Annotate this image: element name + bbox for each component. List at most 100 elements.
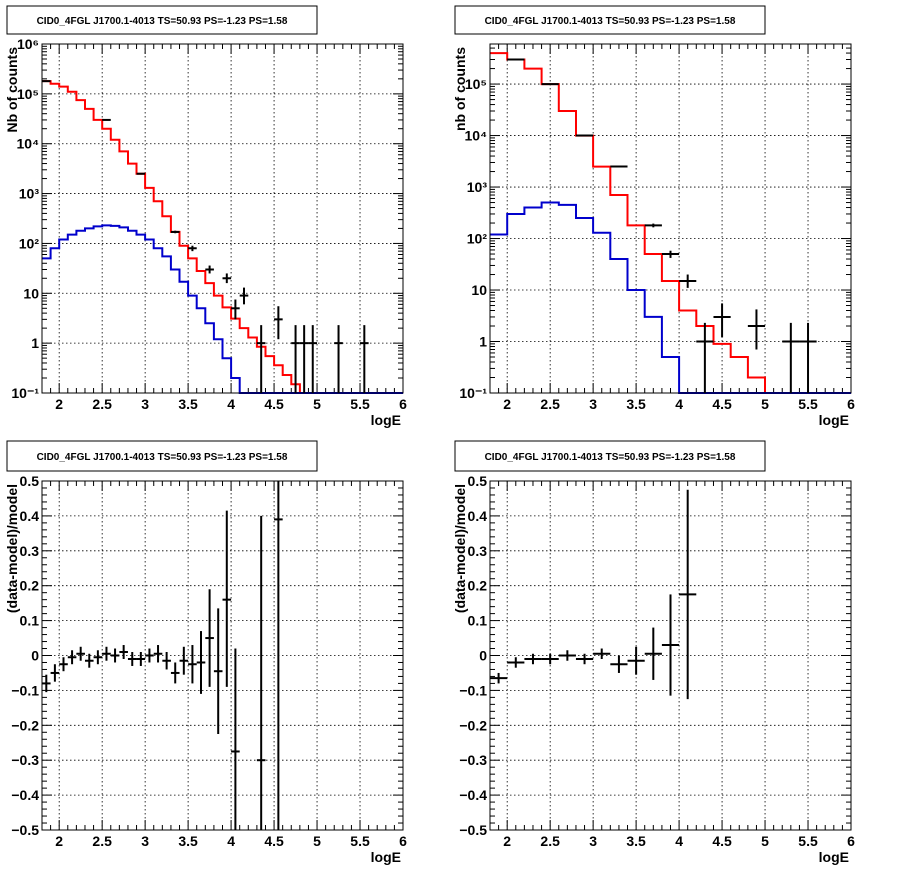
x-tick-label: 4.5 [264, 396, 284, 412]
y-tick-label: 10⁵ [17, 86, 39, 102]
x-tick-label: 3.5 [626, 396, 646, 412]
x-tick-label: 6 [847, 396, 855, 412]
x-tick-label: 3 [141, 396, 149, 412]
data-point [644, 627, 662, 680]
x-tick-label: 5.5 [798, 833, 818, 849]
y-tick-label: −0.1 [459, 682, 487, 698]
data-point [558, 650, 576, 661]
data-point [308, 325, 318, 393]
y-tick-label: 0.3 [20, 543, 40, 559]
y-tick-label: 0.2 [468, 578, 488, 594]
x-tick-label: 4 [675, 833, 683, 849]
data-point [222, 273, 232, 284]
y-tick-label: 0.4 [468, 508, 488, 524]
x-tick-label: 3.5 [178, 833, 198, 849]
x-tick-label: 2.5 [540, 833, 560, 849]
data-point [661, 594, 680, 696]
data-point [93, 650, 103, 665]
title-box [454, 440, 766, 472]
x-axis-title: logE [819, 849, 849, 865]
chart-title: CID0_4FGL J1700.1-4013 TS=50.93 PS=-1.23… [485, 452, 736, 463]
data-point [679, 274, 697, 288]
y-tick-label: 1 [479, 334, 487, 350]
data-point [299, 325, 309, 393]
y-axis-title: (data-model)/model [452, 484, 468, 613]
data-point [76, 646, 85, 661]
y-tick-label: −0.4 [11, 787, 39, 803]
data-point [205, 265, 214, 274]
y-tick-label: −0.3 [11, 752, 39, 768]
chart-title: CID0_4FGL J1700.1-4013 TS=50.93 PS=-1.23… [37, 16, 288, 27]
y-tick-label: 10⁴ [17, 136, 40, 152]
y-tick-label: 10⁴ [465, 128, 488, 144]
x-tick-label: 5 [761, 833, 769, 849]
x-tick-label: 5 [313, 396, 321, 412]
y-tick-label: 10³ [467, 179, 488, 195]
data-point [84, 653, 94, 668]
chart-panel-1: CID0_4FGL J1700.1-4013 TS=50.93 PS=-1.23… [4, 5, 407, 428]
data-point [179, 646, 189, 675]
plot-frame [41, 43, 404, 394]
y-axis-title: nb of counts [452, 47, 468, 131]
title-box [454, 5, 766, 35]
series-line-2 [42, 224, 403, 394]
data-point [231, 648, 240, 830]
data-point [213, 608, 223, 735]
y-tick-label: 10² [467, 231, 488, 247]
x-tick-label: 3.5 [626, 833, 646, 849]
y-tick-label: −0.2 [459, 717, 487, 733]
data-point [222, 510, 232, 687]
data-point [661, 250, 680, 258]
x-tick-label: 5 [761, 396, 769, 412]
x-tick-label: 2 [55, 833, 63, 849]
y-tick-label: 10⁵ [465, 76, 487, 92]
data-point [231, 299, 240, 320]
title-box [6, 5, 318, 35]
title-box [6, 440, 318, 472]
x-tick-label: 5.5 [350, 833, 370, 849]
data-point [110, 648, 120, 663]
x-tick-label: 3 [141, 833, 149, 849]
data-point [747, 309, 766, 350]
data-point [136, 652, 146, 666]
x-axis-title: logE [371, 412, 401, 428]
chart-title: CID0_4FGL J1700.1-4013 TS=50.93 PS=-1.23… [485, 16, 736, 27]
data-point [170, 662, 180, 684]
x-tick-label: 6 [399, 396, 407, 412]
y-tick-label: 10⁻¹ [459, 385, 487, 401]
y-tick-label: 0.5 [20, 473, 40, 489]
y-tick-label: 10³ [19, 186, 40, 202]
plot-frame [489, 43, 852, 394]
y-tick-label: 10⁻¹ [11, 385, 39, 401]
x-tick-label: 5.5 [350, 396, 370, 412]
y-tick-label: 0.5 [468, 473, 488, 489]
y-tick-label: −0.5 [459, 822, 487, 838]
x-tick-label: 4.5 [712, 833, 732, 849]
data-point [67, 650, 77, 665]
y-tick-label: 10 [23, 285, 39, 301]
data-point [274, 481, 283, 830]
x-tick-label: 2 [503, 833, 511, 849]
data-point [162, 652, 171, 670]
x-tick-label: 3 [589, 396, 597, 412]
x-tick-label: 4.5 [712, 396, 732, 412]
data-point [153, 645, 163, 663]
x-tick-label: 2.5 [540, 396, 560, 412]
y-tick-label: 0.3 [468, 543, 488, 559]
y-tick-label: 10² [19, 235, 40, 251]
data-point [644, 223, 662, 228]
data-point [291, 325, 300, 393]
x-tick-label: 5.5 [798, 396, 818, 412]
y-tick-label: 10⁶ [17, 36, 39, 52]
data-point [575, 653, 594, 665]
x-tick-label: 6 [847, 833, 855, 849]
x-tick-label: 3 [589, 833, 597, 849]
data-point [507, 657, 525, 668]
y-axis-title: Nb of counts [4, 47, 20, 133]
data-point [119, 645, 128, 659]
data-point [102, 646, 111, 661]
data-point [507, 58, 525, 61]
data-point [274, 306, 283, 340]
x-tick-label: 2.5 [92, 396, 112, 412]
chart-panel-4: CID0_4FGL J1700.1-4013 TS=50.93 PS=-1.23… [452, 440, 855, 865]
